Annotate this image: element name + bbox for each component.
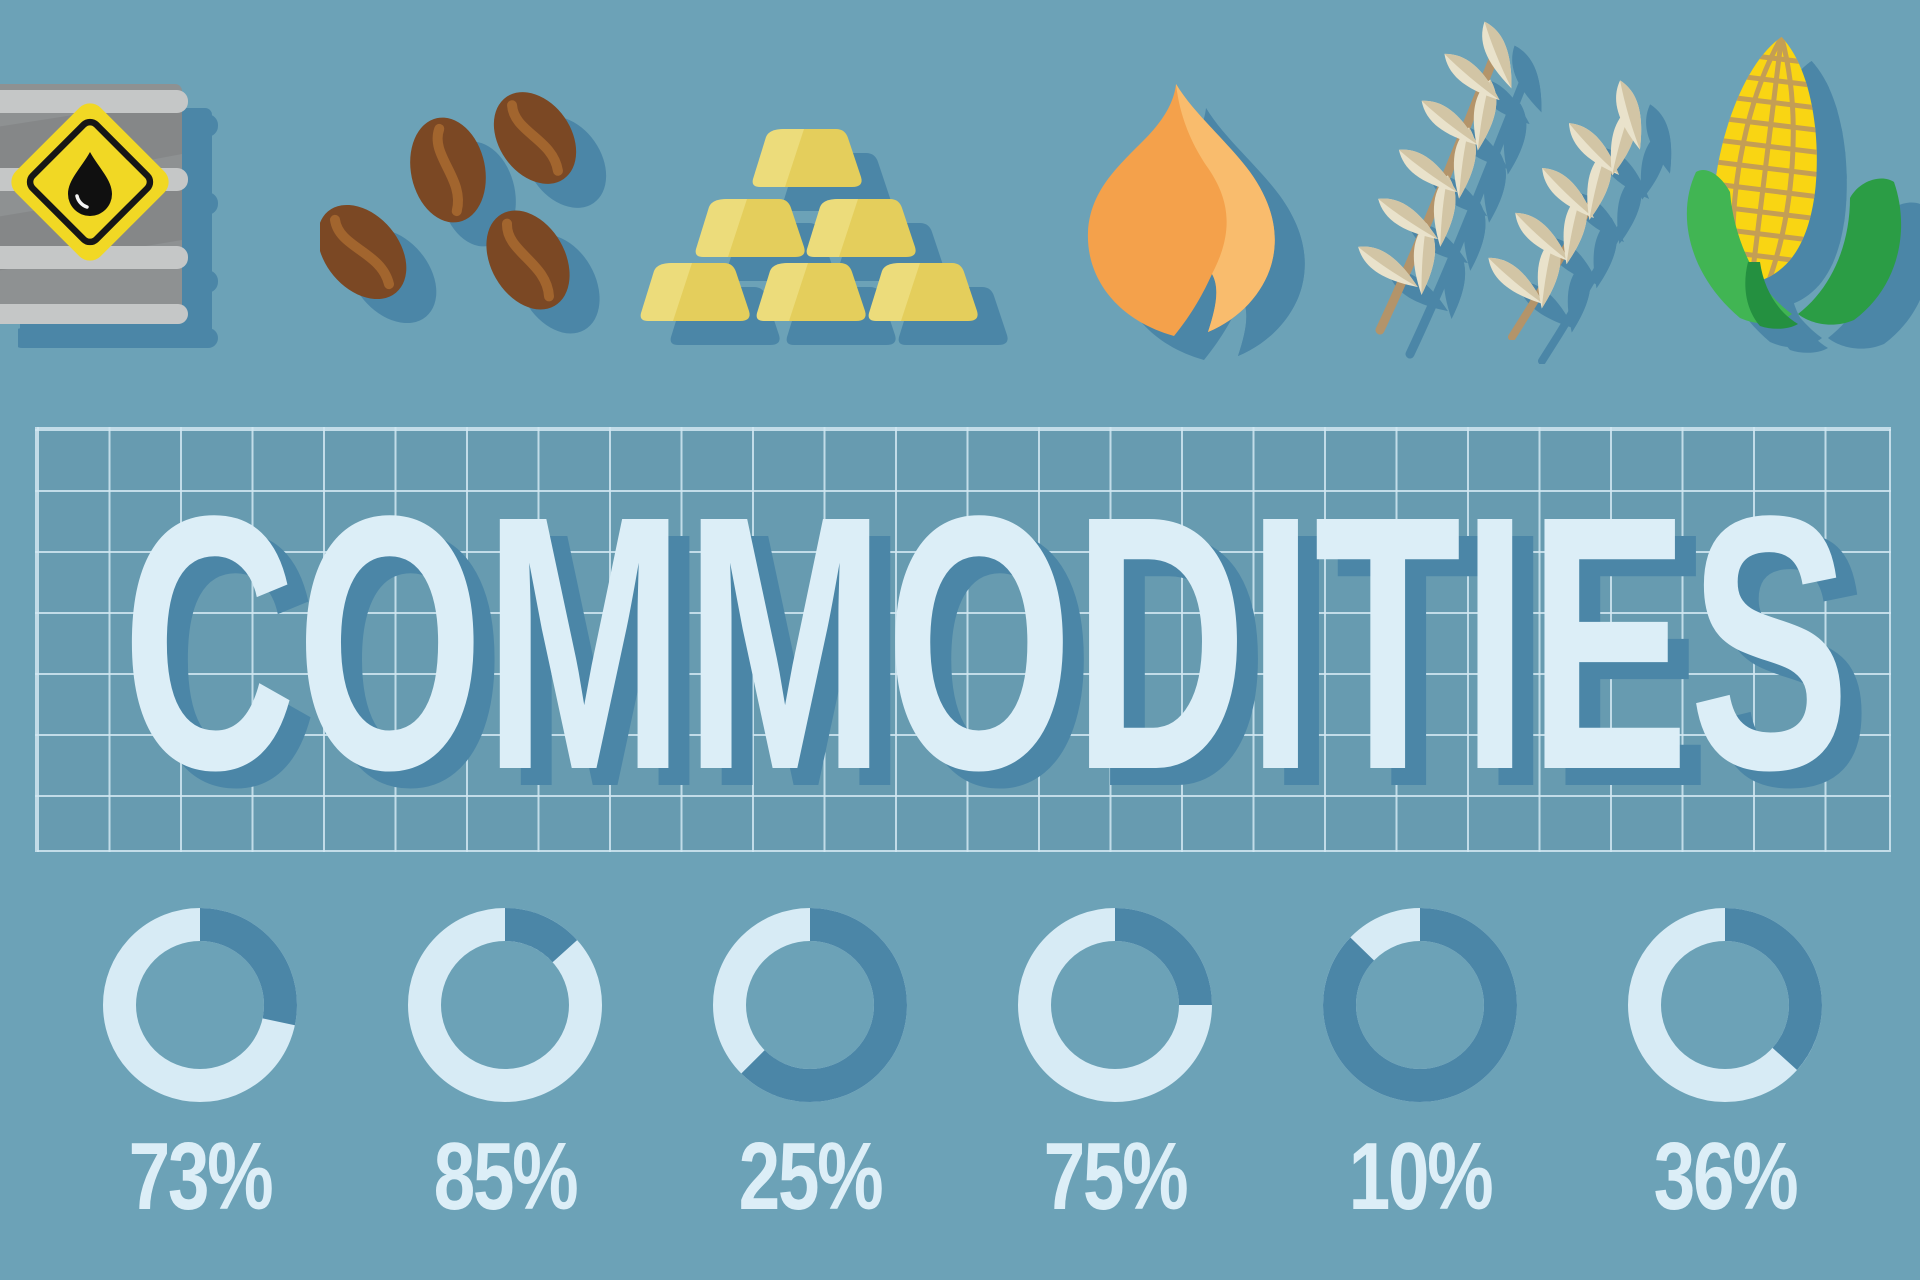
- donut-remainder-arc: [103, 908, 297, 1102]
- donut-cell-oil: 73%: [90, 905, 310, 1225]
- donut-remainder-arc: [408, 908, 602, 1102]
- donut-chart-wheat: [1323, 908, 1517, 1102]
- donut-chart-oil: [103, 908, 297, 1102]
- donut-cell-gold: 25%: [700, 905, 920, 1225]
- flame-icon: [1062, 80, 1302, 340]
- donut-cell-coffee: 85%: [395, 905, 615, 1225]
- donut-remainder-arc: [1628, 908, 1822, 1102]
- donut-cell-natural-gas: 75%: [1005, 905, 1225, 1225]
- oil-barrel-icon: [0, 58, 228, 338]
- donut-chart-corn: [1628, 908, 1822, 1102]
- donut-chart-gold: [713, 908, 907, 1102]
- page-title: COMMODITIES COMMODITIES: [122, 440, 1871, 862]
- page-title-shadow: COMMODITIES: [143, 457, 1871, 862]
- donut-chart-natural-gas: [1018, 908, 1212, 1102]
- donut-remainder-arc: [1018, 908, 1212, 1102]
- donut-cell-corn: 36%: [1615, 905, 1835, 1225]
- blueprint-grid-panel: [35, 427, 1891, 852]
- corn-icon: [1660, 30, 1920, 330]
- percent-label-natural-gas: 75%: [1043, 1123, 1189, 1230]
- wheat-icon: [1300, 15, 1710, 340]
- donut-remainder-arc: [1323, 908, 1517, 1102]
- donut-cell-wheat: 10%: [1310, 905, 1530, 1225]
- percent-label-coffee: 85%: [433, 1123, 579, 1230]
- page-title-text: COMMODITIES: [122, 440, 1850, 845]
- percent-label-oil: 73%: [128, 1123, 274, 1230]
- donut-chart-coffee: [408, 908, 602, 1102]
- percent-label-wheat: 10%: [1348, 1123, 1494, 1230]
- gold-bars-icon: [600, 85, 1000, 335]
- donut-remainder-arc: [713, 908, 907, 1102]
- coffee-beans-icon: [320, 90, 600, 340]
- percent-label-gold: 25%: [738, 1123, 884, 1230]
- percent-label-corn: 36%: [1653, 1123, 1799, 1230]
